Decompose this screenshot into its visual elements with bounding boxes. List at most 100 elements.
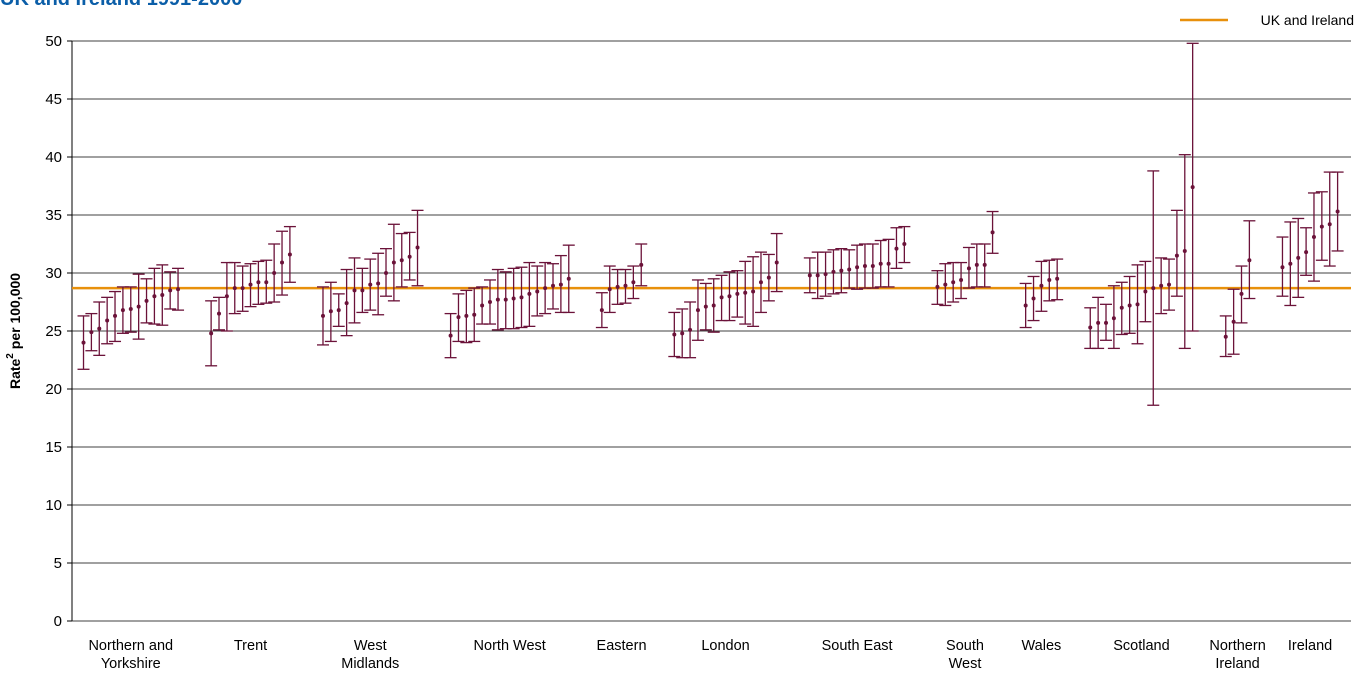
ci-marker <box>1027 275 1040 322</box>
ci-marker <box>499 271 512 330</box>
point-estimate <box>240 286 245 291</box>
point-estimate <box>264 280 269 285</box>
ci-marker <box>491 268 504 331</box>
point-estimate <box>384 271 389 275</box>
category-label: North West <box>474 638 546 654</box>
point-estimate <box>935 284 940 289</box>
ci-marker <box>460 289 473 344</box>
point-estimate <box>336 308 341 313</box>
point-estimate <box>144 298 149 303</box>
ci-marker <box>699 282 712 331</box>
point-estimate <box>680 331 685 336</box>
point-estimate <box>320 313 325 318</box>
ci-marker <box>1227 288 1240 355</box>
point-estimate <box>503 297 508 302</box>
point-estimate <box>1055 276 1060 281</box>
point-estimate <box>89 330 94 335</box>
category-label: Eastern <box>597 638 647 654</box>
category-label: Northern and Yorkshire <box>88 638 173 672</box>
point-estimate <box>352 288 357 293</box>
ci-marker <box>962 246 975 289</box>
point-estimate <box>639 262 644 267</box>
ci-marker <box>978 243 991 288</box>
axes: 0 5 10 15 20 25 30 35 40 45 50 <box>45 33 73 630</box>
ci-marker <box>1315 191 1328 261</box>
ci-marker <box>332 293 345 328</box>
ci-marker <box>380 247 393 297</box>
category-label: Wales <box>1022 638 1062 654</box>
point-estimate <box>623 283 628 288</box>
ci-marker <box>124 286 137 333</box>
point-estimate <box>1304 250 1309 255</box>
category-label: Northern Ireland <box>1209 638 1265 672</box>
ci-marker <box>882 238 895 288</box>
ci-marker <box>116 286 129 334</box>
point-estimate <box>176 287 181 292</box>
point-estimate <box>902 242 907 246</box>
point-estimate <box>966 266 971 271</box>
point-estimate <box>120 308 125 313</box>
point-estimate <box>495 297 500 302</box>
ci-marker <box>851 244 864 290</box>
point-estimate <box>551 283 556 288</box>
point-estimate <box>974 262 979 267</box>
point-estimate <box>943 282 948 287</box>
ci-marker <box>827 249 840 295</box>
ci-marker <box>483 279 496 325</box>
ci-marker <box>739 260 752 325</box>
point-estimate <box>886 261 891 266</box>
ci-marker <box>691 279 704 341</box>
category-label: South East <box>822 638 893 654</box>
point-estimate <box>1311 235 1316 240</box>
category-label: Scotland <box>1113 638 1169 654</box>
ci-marker <box>939 263 952 307</box>
point-estimate <box>360 288 365 293</box>
point-estimate <box>743 290 748 295</box>
ci-marker <box>970 243 983 288</box>
ci-marker <box>835 247 848 294</box>
ci-marker <box>276 230 289 296</box>
point-estimate <box>97 326 102 331</box>
point-estimate <box>711 303 716 308</box>
y-tick-label: 0 <box>54 613 62 630</box>
point-estimate <box>344 301 349 306</box>
point-estimate <box>472 312 477 317</box>
point-estimate <box>168 288 173 293</box>
ci-marker <box>1155 257 1168 315</box>
point-estimate <box>407 254 412 259</box>
ci-marker <box>372 252 385 316</box>
ci-marker <box>364 258 377 311</box>
point-estimate <box>672 332 677 337</box>
ci-marker <box>1219 315 1232 358</box>
point-estimate <box>566 276 571 281</box>
point-estimate <box>535 289 540 294</box>
legend: UK and Ireland <box>1180 12 1354 28</box>
point-estimate <box>328 309 333 314</box>
ci-marker <box>1323 171 1336 267</box>
point-estimate <box>1296 255 1301 260</box>
ci-marker <box>411 209 424 287</box>
point-estimate <box>703 304 708 309</box>
ci-marker <box>109 290 122 343</box>
point-estimate <box>831 269 836 274</box>
ci-marker <box>843 249 856 289</box>
ci-marker <box>947 261 960 303</box>
point-estimate <box>735 291 740 296</box>
point-estimate <box>113 313 118 318</box>
ci-marker <box>252 260 265 305</box>
ci-marker <box>283 225 296 283</box>
ci-marker <box>723 271 736 322</box>
ci-marker <box>356 267 369 314</box>
point-estimate <box>631 280 636 285</box>
ci-marker <box>515 266 528 329</box>
ci-marker <box>244 263 257 308</box>
ci-marker <box>1307 192 1320 282</box>
ci-marker <box>1331 171 1344 252</box>
ci-marker <box>140 278 153 324</box>
point-estimate <box>519 295 524 300</box>
ci-marker <box>1300 227 1313 276</box>
point-estimate <box>1288 261 1293 266</box>
ci-marker <box>668 311 681 358</box>
point-estimate <box>272 271 277 275</box>
ci-marker <box>731 270 744 318</box>
